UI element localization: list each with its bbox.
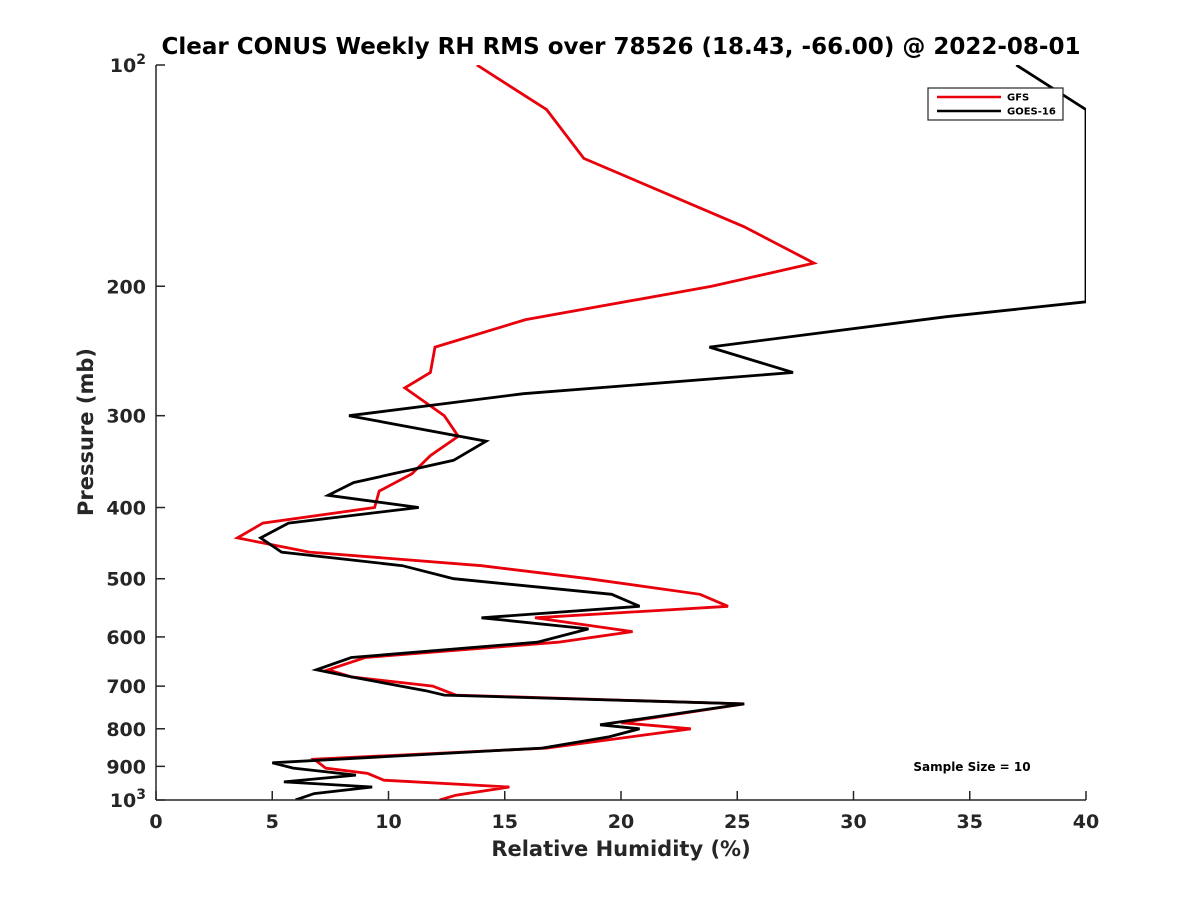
x-tick-label: 40 xyxy=(1073,811,1099,833)
x-tick-label: 25 xyxy=(724,811,750,833)
y-tick-label: 500 xyxy=(106,569,146,591)
y-tick-label: 102 xyxy=(110,52,146,77)
x-axis-label: Relative Humidity (%) xyxy=(491,837,750,861)
y-tick-label: 103 xyxy=(110,787,146,812)
x-tick-label: 15 xyxy=(492,811,518,833)
series-line-gfs xyxy=(233,65,819,800)
x-ticks: 0 5 10 15 20 25 30 35 40 xyxy=(149,791,1099,833)
y-tick-label: 700 xyxy=(106,676,146,698)
series-line-goes-16 xyxy=(257,65,1086,800)
x-tick-label: 20 xyxy=(608,811,634,833)
legend-label: GFS xyxy=(1007,93,1029,104)
y-tick-label: 800 xyxy=(106,719,146,741)
x-tick-label: 5 xyxy=(266,811,279,833)
chart-title: Clear CONUS Weekly RH RMS over 78526 (18… xyxy=(162,34,1081,60)
legend-box xyxy=(927,87,1064,121)
x-tick-label: 0 xyxy=(149,811,162,833)
series-layer xyxy=(233,65,1086,800)
y-tick-label: 600 xyxy=(106,627,146,649)
y-axis-label: Pressure (mb) xyxy=(74,348,98,516)
x-tick-label: 35 xyxy=(957,811,983,833)
legend: GFS GOES-16 xyxy=(927,87,1064,121)
legend-label: GOES-16 xyxy=(1007,107,1056,118)
sample-size-annotation: Sample Size = 10 xyxy=(913,760,1030,774)
y-tick-label: 400 xyxy=(106,498,146,520)
x-tick-label: 30 xyxy=(840,811,866,833)
y-tick-label: 900 xyxy=(106,756,146,778)
x-tick-label: 10 xyxy=(375,811,401,833)
y-tick-label: 200 xyxy=(106,276,146,298)
y-tick-label: 300 xyxy=(106,406,146,428)
y-ticks: 102 200 300 400 500 600 700 800 900 103 xyxy=(106,52,165,812)
